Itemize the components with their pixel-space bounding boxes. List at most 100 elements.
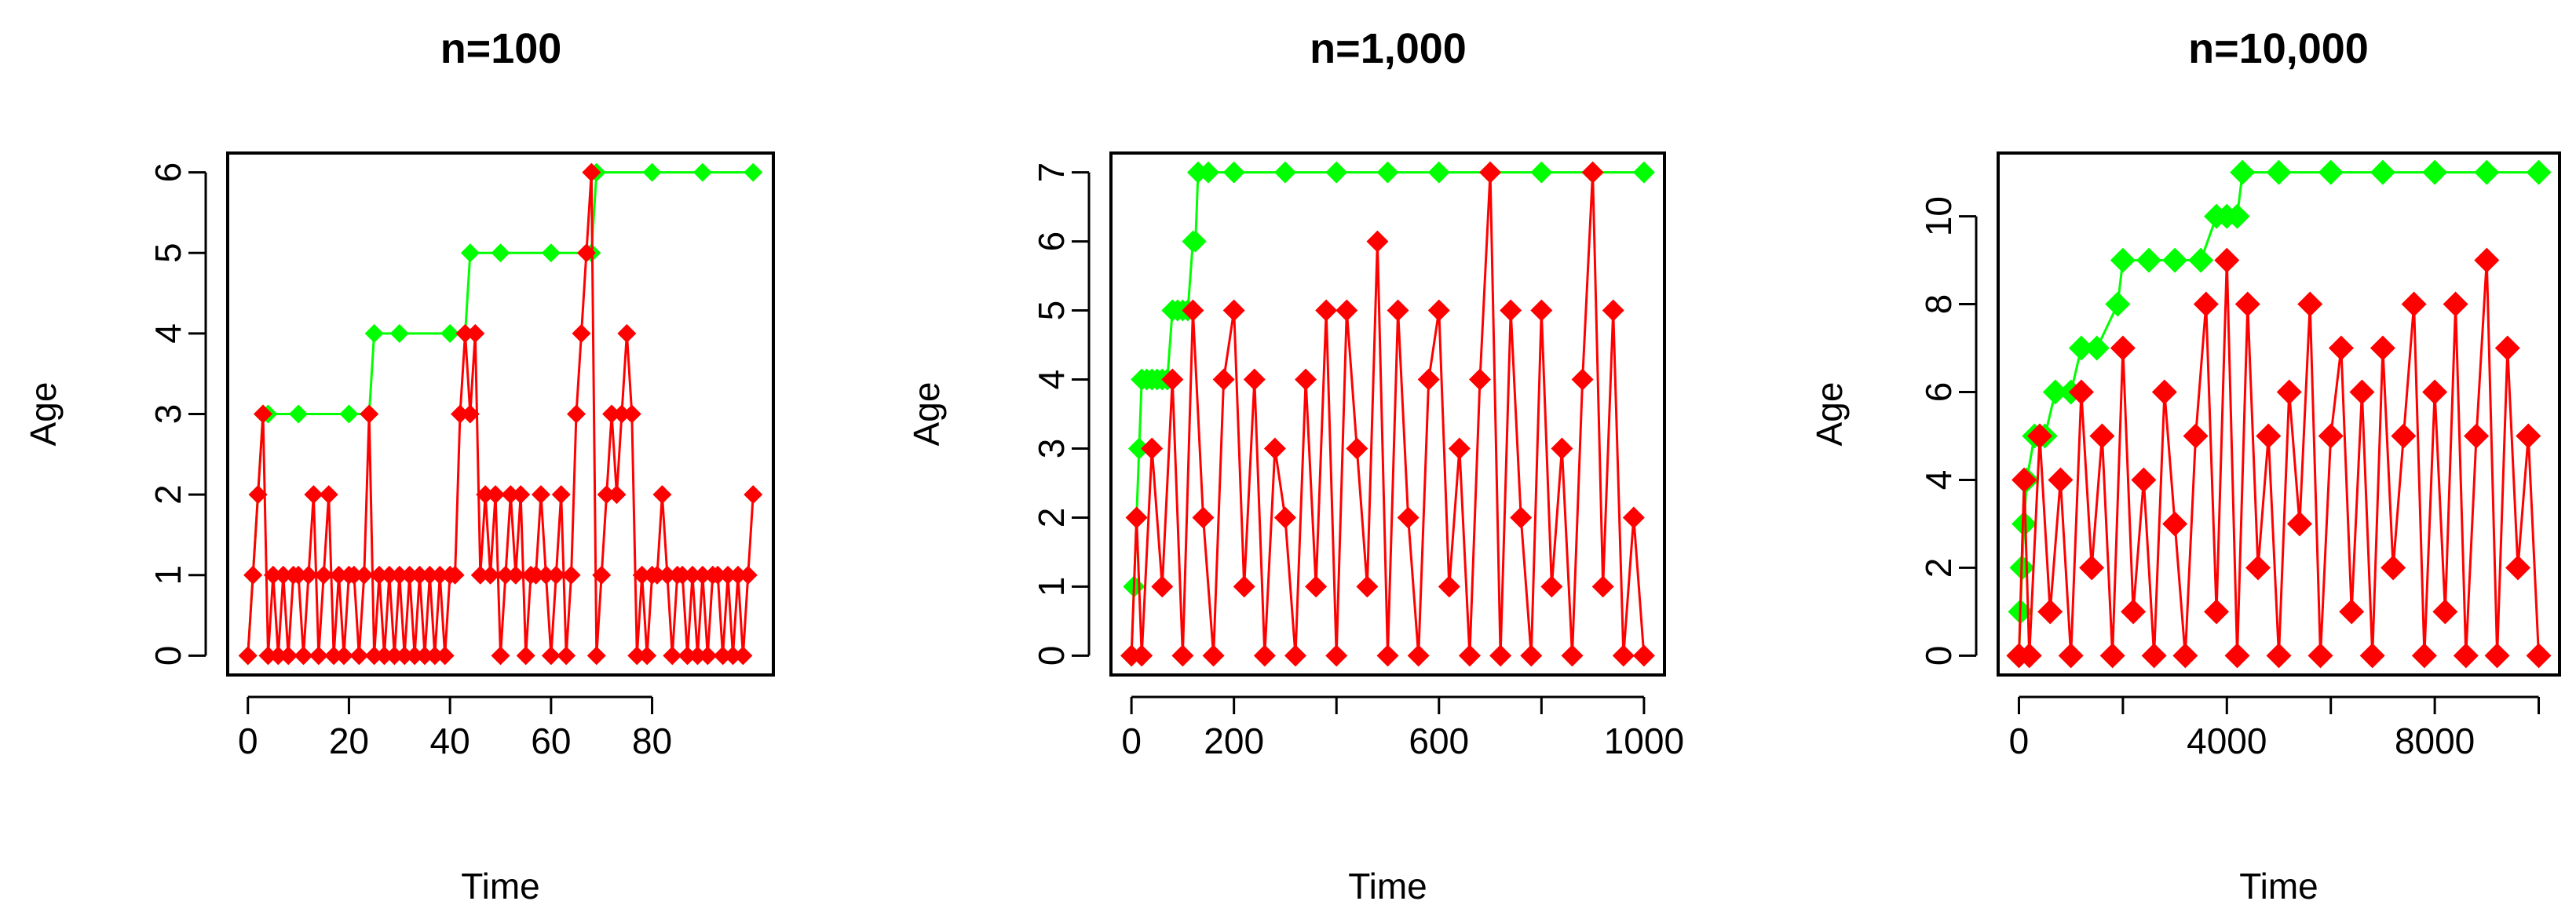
data-point	[1243, 368, 1266, 391]
data-point	[728, 565, 747, 585]
data-point	[673, 565, 692, 585]
y-tick-label: 2	[148, 484, 188, 505]
data-point	[607, 485, 627, 505]
data-point	[1127, 437, 1150, 460]
data-point	[718, 565, 738, 585]
data-point	[410, 565, 429, 585]
data-point	[2188, 247, 2214, 273]
data-point	[1376, 644, 1399, 667]
data-point	[576, 243, 596, 263]
series-age	[238, 162, 763, 666]
data-point	[2516, 423, 2541, 449]
x-tick-label: 0	[1121, 721, 1142, 761]
data-point	[688, 646, 707, 666]
data-point	[1356, 575, 1379, 598]
data-point	[1551, 437, 1573, 460]
data-point	[2411, 643, 2437, 669]
data-point	[389, 323, 409, 343]
x-tick-label: 80	[632, 721, 672, 761]
data-point	[254, 404, 273, 424]
data-point	[2068, 379, 2094, 405]
data-point	[2084, 335, 2110, 361]
data-point	[561, 565, 581, 585]
data-point	[2037, 599, 2063, 625]
data-point	[622, 404, 641, 424]
data-point	[723, 646, 743, 666]
y-tick-label: 2	[1918, 558, 1959, 578]
data-point	[546, 565, 566, 585]
data-point	[2474, 159, 2500, 185]
panel-3: n=10,000 0 2 4 6 8 10 0 4000 8000 Time Age	[1809, 25, 2561, 907]
data-point	[1253, 644, 1276, 667]
data-point	[466, 323, 485, 343]
y-tick-label: 4	[1918, 470, 1959, 491]
data-point	[1530, 299, 1553, 322]
data-point	[289, 404, 309, 424]
x-tick-label: 600	[1409, 721, 1469, 761]
data-point	[1632, 161, 1655, 184]
data-point	[2349, 379, 2375, 405]
data-point	[491, 243, 510, 263]
data-point	[1273, 506, 1296, 529]
data-point	[425, 646, 444, 666]
data-point	[2162, 247, 2188, 273]
panel-title: n=1,000	[1310, 25, 1467, 72]
data-point	[294, 646, 313, 666]
data-point	[420, 565, 440, 585]
data-point	[1397, 506, 1420, 529]
data-point	[1602, 299, 1624, 322]
data-point	[2256, 423, 2282, 449]
data-point	[511, 485, 531, 505]
data-point	[1212, 368, 1235, 391]
y-tick-label: 1	[148, 565, 188, 586]
data-point	[263, 565, 283, 585]
data-point	[2359, 643, 2385, 669]
data-point	[1171, 644, 1194, 667]
data-point	[738, 565, 758, 585]
y-axis-label: Age	[1809, 382, 1850, 447]
data-point	[2224, 643, 2250, 669]
data-point	[269, 646, 288, 666]
data-point	[2307, 643, 2333, 669]
x-tick-label: 0	[238, 721, 258, 761]
data-point	[2048, 467, 2074, 493]
y-tick-label: 0	[148, 646, 188, 666]
data-point	[1427, 161, 1450, 184]
data-point	[445, 565, 465, 585]
data-point	[744, 485, 763, 505]
x-axis-label: Time	[1348, 866, 1427, 907]
data-point	[1325, 644, 1348, 667]
y-tick-label: 0	[1031, 646, 1072, 666]
data-point	[612, 404, 631, 424]
data-point	[2453, 643, 2479, 669]
data-point	[2328, 335, 2354, 361]
data-point	[1336, 299, 1358, 322]
x-tick-label: 200	[1204, 721, 1264, 761]
data-point	[375, 646, 394, 666]
y-axis-label: Age	[23, 382, 64, 447]
data-point	[1387, 299, 1409, 322]
data-point	[329, 565, 349, 585]
data-point	[2526, 643, 2552, 669]
data-point	[2193, 291, 2219, 317]
data-point	[2381, 555, 2406, 581]
data-point	[1305, 575, 1328, 598]
data-point	[2110, 335, 2136, 361]
y-tick-label: 7	[1031, 162, 1072, 183]
data-point	[2183, 423, 2209, 449]
data-point	[2068, 335, 2094, 361]
data-point	[2286, 511, 2312, 537]
data-point	[657, 565, 677, 585]
y-tick-label: 4	[148, 323, 188, 344]
data-point	[1151, 575, 1174, 598]
data-point	[2484, 643, 2510, 669]
data-point	[2042, 379, 2068, 405]
data-point	[1427, 299, 1450, 322]
data-point	[744, 162, 763, 182]
data-point	[647, 565, 667, 585]
series-age	[2006, 247, 2552, 669]
data-point	[638, 646, 657, 666]
data-point	[395, 646, 415, 666]
